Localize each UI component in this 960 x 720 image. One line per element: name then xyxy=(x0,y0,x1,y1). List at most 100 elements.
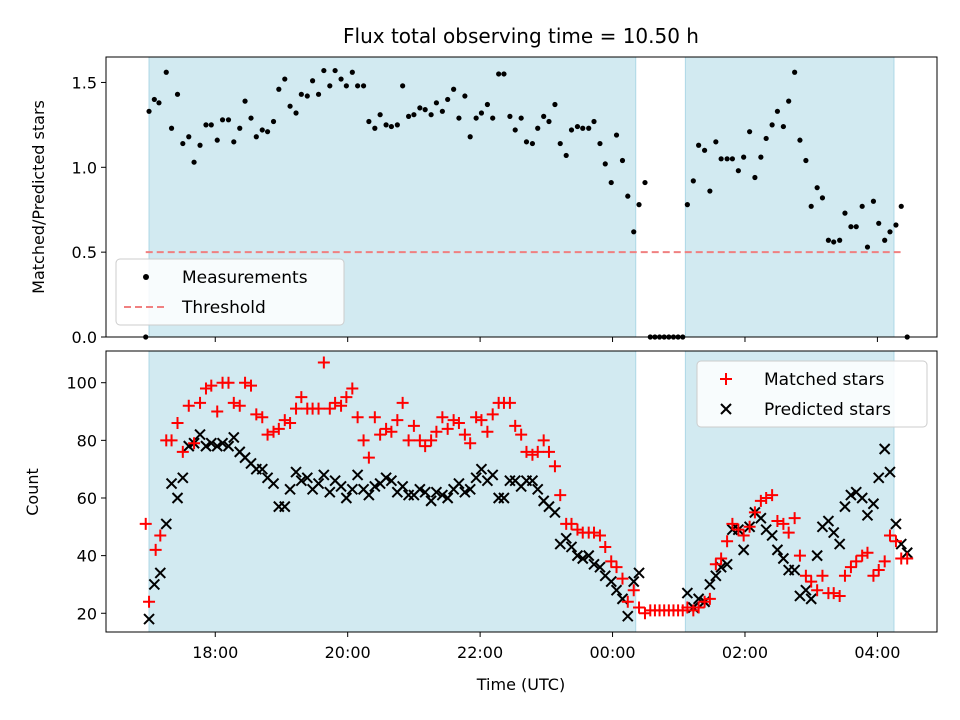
predicted-star-point-22 xyxy=(267,477,280,490)
measurement-point-121 xyxy=(814,185,820,191)
matched-star-point-125 xyxy=(833,589,846,602)
matched-star-point-22 xyxy=(261,428,274,441)
matched-star-point-121 xyxy=(811,584,824,597)
measurement-point-73 xyxy=(552,101,558,108)
matched-star-point-13 xyxy=(211,405,224,418)
top-y-tick-label-1: 0.5 xyxy=(72,243,97,262)
top-y-tick-label-2: 1.0 xyxy=(72,158,97,177)
measurement-point-99 xyxy=(690,178,696,184)
matched-star-point-34 xyxy=(329,396,342,409)
bottom-legend-box xyxy=(696,360,928,428)
measurement-point-110 xyxy=(752,174,758,181)
measurement-point-37 xyxy=(349,69,355,75)
predicted-star-point-45 xyxy=(396,480,409,493)
matched-star-point-11 xyxy=(199,382,212,395)
measurement-point-9 xyxy=(191,159,197,165)
predicted-star-point-82 xyxy=(605,575,617,588)
matched-star-point-5 xyxy=(165,434,178,447)
matched-star-point-23 xyxy=(267,425,280,438)
chart-title: Flux total observing time = 10.50 h xyxy=(343,24,699,48)
measurement-point-82 xyxy=(602,161,608,167)
matched-star-point-80 xyxy=(588,526,601,539)
measurement-point-88 xyxy=(636,202,642,208)
measurement-point-49 xyxy=(417,105,423,111)
predicted-star-point-9 xyxy=(194,428,206,441)
matched-star-point-61 xyxy=(481,425,494,438)
measurement-point-83 xyxy=(608,179,614,186)
measurement-point-52 xyxy=(433,100,440,106)
matched-star-point-131 xyxy=(867,569,880,582)
predicted-star-point-92 xyxy=(704,578,716,591)
top-panel: 0.0 0.5 1.0 1.5 Matched/Predicted stars Mea… xyxy=(29,56,938,347)
measurement-point-126 xyxy=(842,210,848,216)
predicted-star-point-14 xyxy=(222,440,235,452)
predicted-star-point-76 xyxy=(571,549,584,562)
bottom-y-tick-label-2: 60 xyxy=(77,489,97,508)
matched-star-point-9 xyxy=(188,437,201,450)
matched-star-point-58 xyxy=(464,437,477,450)
legend-measurements-label: Measurements xyxy=(182,268,308,288)
predicted-star-point-123 xyxy=(878,443,891,455)
top-y-tick-label-3: 1.5 xyxy=(72,73,97,92)
matched-star-point-38 xyxy=(351,411,364,424)
matched-star-point-100 xyxy=(692,601,705,614)
measurement-point-40 xyxy=(366,118,372,125)
measurement-point-36 xyxy=(343,83,349,89)
matched-star-point-16 xyxy=(227,396,240,409)
measurement-point-70 xyxy=(535,125,541,131)
measurement-point-119 xyxy=(803,157,809,164)
matched-star-point-65 xyxy=(503,396,516,409)
matched-star-point-45 xyxy=(391,414,404,427)
top-y-axis-label: Matched/Predicted stars xyxy=(29,100,48,294)
matched-star-point-6 xyxy=(171,417,184,430)
predicted-star-point-109 xyxy=(800,584,812,596)
matched-star-point-72 xyxy=(542,445,555,458)
measurement-point-68 xyxy=(523,139,530,145)
matched-star-point-36 xyxy=(340,391,353,404)
measurement-point-76 xyxy=(568,127,575,133)
predicted-star-point-39 xyxy=(363,489,375,501)
measurement-point-16 xyxy=(231,139,237,145)
x-axis-label: Time (UTC) xyxy=(476,675,565,694)
bottom-panel: 18:00 20:00 22:00 00:00 02:00 04:00 20 40 60 80 1… xyxy=(23,350,938,694)
predicted-star-point-20 xyxy=(256,463,268,475)
measurement-point-80 xyxy=(591,118,597,125)
matched-star-point-27 xyxy=(290,402,303,415)
measurement-point-17 xyxy=(237,125,243,131)
matched-star-point-104 xyxy=(715,552,728,565)
measurement-point-8 xyxy=(186,134,192,140)
matched-star-point-51 xyxy=(425,434,438,447)
predicted-star-point-69 xyxy=(532,483,544,496)
matched-star-point-134 xyxy=(883,529,896,542)
measurement-point-134 xyxy=(887,229,893,235)
matched-star-point-128 xyxy=(850,555,863,568)
matched-star-point-54 xyxy=(441,422,454,435)
measurement-point-23 xyxy=(270,118,277,125)
predicted-star-point-37 xyxy=(351,469,364,481)
matched-star-point-130 xyxy=(861,546,874,559)
matched-star-point-19 xyxy=(245,379,258,392)
matched-star-point-67 xyxy=(515,428,528,441)
measurement-point-43 xyxy=(383,122,389,128)
predicted-star-point-40 xyxy=(369,480,381,493)
measurement-point-66 xyxy=(512,127,518,133)
legend-measurements-marker xyxy=(143,274,149,280)
predicted-star-point-26 xyxy=(290,466,302,478)
measurement-point-33 xyxy=(327,83,333,89)
predicted-star-point-27 xyxy=(295,474,308,487)
matched-star-point-105 xyxy=(721,535,734,548)
measurement-point-112 xyxy=(763,135,769,142)
predicted-star-point-85 xyxy=(622,610,634,622)
measurement-point-62 xyxy=(490,115,496,121)
predicted-star-point-113 xyxy=(822,515,835,527)
matched-star-point-86 xyxy=(621,595,634,608)
matched-star-point-135 xyxy=(889,535,902,548)
matched-star-point-49 xyxy=(413,434,426,447)
predicted-star-point-79 xyxy=(588,558,600,570)
measurement-point-58 xyxy=(467,134,473,140)
measurement-point-14 xyxy=(219,117,226,123)
measurement-point-100 xyxy=(696,142,702,148)
predicted-star-point-4 xyxy=(165,477,178,490)
measurement-point-115 xyxy=(780,123,786,130)
measurement-point-29 xyxy=(304,93,310,99)
